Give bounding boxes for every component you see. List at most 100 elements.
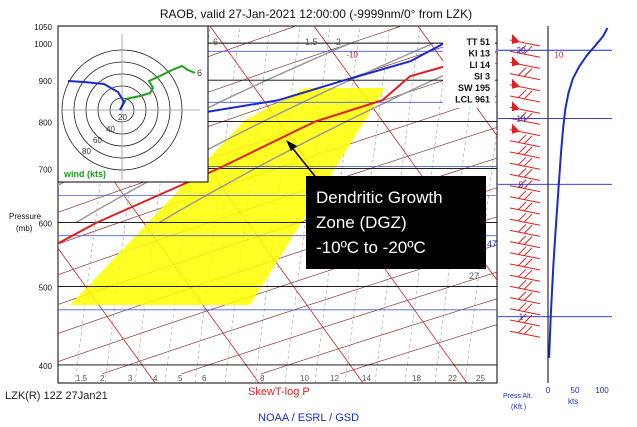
pressure-tick-labels: 400 500 600 700 800 900 1000 1050 xyxy=(34,23,52,371)
barb-flag xyxy=(512,101,520,112)
wind-barbs xyxy=(509,34,541,338)
barb-feather xyxy=(523,68,533,77)
mixing-ratio-label-9: 14 xyxy=(362,374,371,383)
temp-label-upper-2: 1.5 xyxy=(305,37,318,47)
wind-profile: 1 5 10 20 0 50 100 kts Press Alt. (Kft.) xyxy=(498,26,612,411)
alt-tick-3: 20 xyxy=(517,46,526,55)
mixing-ratio-label-6: 8 xyxy=(260,374,265,383)
mixing-ratio-label-12: 25 xyxy=(476,374,485,383)
press-alt-label-2: (Kft.) xyxy=(511,404,526,411)
hodograph-trace-blue xyxy=(67,80,126,111)
isotherm xyxy=(626,26,637,383)
wind-xtick-2: 100 xyxy=(595,386,609,395)
barb-feather xyxy=(517,235,527,244)
barb-feather xyxy=(523,202,533,212)
barb-feather xyxy=(517,291,527,300)
pressure-tick-0: 400 xyxy=(39,362,53,371)
barb-feather xyxy=(523,303,533,313)
mixing-ratio-label-0: 1.5 xyxy=(76,374,88,383)
barb-feather xyxy=(523,236,533,245)
wind-barb xyxy=(509,162,541,170)
pressure-tick-5: 900 xyxy=(39,77,53,86)
wind-barb xyxy=(509,207,541,215)
barb-feather xyxy=(517,67,527,76)
mixing-ratio-label-2: 3 xyxy=(128,374,133,383)
temp-tick-0: -10 xyxy=(346,50,358,59)
mixing-ratio-label-3: 4 xyxy=(153,374,158,383)
mixing-ratio-label-10: 18 xyxy=(412,374,421,383)
dry-adiabat xyxy=(58,26,402,146)
mixing-ratio-label-11: 22 xyxy=(448,374,457,383)
station-label: LZK(R) 12Z 27Jan21 xyxy=(5,390,108,402)
isotherm xyxy=(58,103,260,383)
alt-tick-2: 10 xyxy=(517,114,526,123)
barb-feather xyxy=(517,201,527,211)
arrow-head xyxy=(286,140,297,151)
hodograph: 6 20 40 60 80 wind (kts) xyxy=(57,25,209,183)
barb-feather xyxy=(517,257,527,267)
index-si: SI 3 xyxy=(474,72,490,82)
barb-feather xyxy=(523,169,533,178)
wind-barb xyxy=(509,330,541,338)
wind-barb xyxy=(509,241,541,249)
hodograph-end-label: 6 xyxy=(197,68,202,78)
index-tt: TT 51 xyxy=(466,37,490,47)
barb-feather xyxy=(517,179,527,188)
wind-barb xyxy=(509,196,541,204)
wind-barb xyxy=(509,297,541,305)
wind-barb xyxy=(509,50,541,58)
ring-label-60: 60 xyxy=(93,136,102,145)
press-alt-label-1: Press Alt. xyxy=(503,393,533,400)
temp-label-upper-3: 2 xyxy=(336,37,341,47)
barb-feather xyxy=(517,268,527,278)
barb-feather xyxy=(523,258,533,268)
wind-barb xyxy=(509,263,541,271)
wind-xtick-1: 50 xyxy=(571,386,580,395)
annotation-line-3: -10ºC to -20ºC xyxy=(316,238,426,257)
wind-barb xyxy=(509,95,541,103)
barb-feather xyxy=(517,212,527,222)
hodograph-label: wind (kts) xyxy=(63,169,106,179)
wind-barb xyxy=(509,319,541,327)
barb-feather xyxy=(523,213,533,223)
wind-barb xyxy=(509,252,541,260)
annotation-arrow xyxy=(289,144,319,181)
mixing-ratio-labels: 1.5 2 3 4 5 6 8 10 12 14 18 22 25 xyxy=(76,374,485,383)
barb-flag xyxy=(512,34,520,44)
barb-feather xyxy=(517,44,527,54)
barb-flag xyxy=(512,78,520,89)
alt-tick-0: 1 xyxy=(519,313,524,322)
annotation-line-2: Zone (DGZ) xyxy=(316,213,407,232)
right-edge-label-2: 27 xyxy=(469,271,479,281)
barb-feather xyxy=(517,313,527,323)
wind-barb xyxy=(509,185,541,193)
barb-feather xyxy=(517,280,527,289)
barb-feather xyxy=(517,168,527,177)
barb-feather xyxy=(523,146,533,156)
wind-xlabel: kts xyxy=(568,397,578,406)
ring-label-40: 40 xyxy=(106,125,115,134)
index-ki: KI 13 xyxy=(468,49,490,59)
barb-feather xyxy=(517,324,527,334)
pressure-tick-3: 700 xyxy=(39,165,53,174)
ring-label-20: 20 xyxy=(118,113,127,122)
wind-barb xyxy=(509,274,541,282)
barb-flag xyxy=(512,123,520,134)
barb-feather xyxy=(517,302,527,312)
barb-feather xyxy=(517,224,527,233)
barb-feather xyxy=(523,135,533,145)
barb-flag xyxy=(512,56,520,67)
wind-barb xyxy=(509,173,541,181)
index-li: LI 14 xyxy=(469,60,490,70)
isotherm xyxy=(58,247,156,383)
dgz-annotation: Dendritic Growth Zone (DGZ) -10ºC to -20… xyxy=(306,176,486,269)
barb-feather xyxy=(523,281,533,290)
mixing-ratio-label-4: 5 xyxy=(178,374,183,383)
hodograph-frame xyxy=(57,25,209,183)
pressure-tick-4: 800 xyxy=(39,119,53,128)
mixing-ratio-label-8: 12 xyxy=(330,374,339,383)
barb-feather xyxy=(523,113,533,122)
dry-adiabat xyxy=(58,126,497,276)
wind-xtick-0: 0 xyxy=(546,386,551,395)
